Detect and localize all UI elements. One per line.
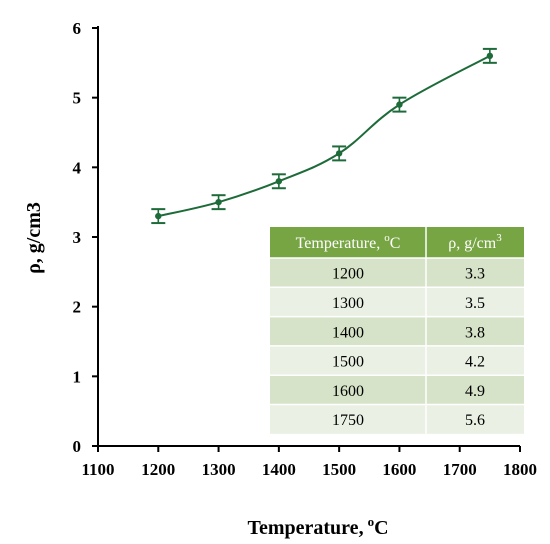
x-tick-label: 1300 [202,460,236,479]
table-header-suffix: C [390,235,401,252]
data-point [215,198,222,206]
y-axis-title: ρ, g/cm3 [23,202,45,274]
table-header-sup: 3 [496,232,502,244]
table-row [270,316,524,346]
x-tick-label: 1800 [503,460,537,479]
y-tick-label: 3 [73,228,82,247]
table-cell: 3.8 [465,324,485,341]
table-row [270,404,524,434]
table-cell: 1200 [332,266,364,283]
y-tick-label: 6 [73,19,82,38]
x-tick-label: 1100 [81,460,114,479]
table-cell: 1400 [332,324,364,341]
table-header-sup: o [384,232,390,244]
x-tick-label: 1200 [141,460,175,479]
table-cell: 1750 [332,412,364,429]
table-header-bg [270,227,524,258]
y-tick-label: 4 [73,158,82,177]
x-axis-title-unit: C [374,517,388,539]
data-point [335,150,343,157]
x-axis-title-sup: o [368,514,375,529]
table-cell: 1500 [332,354,364,371]
axes: 1100 1200 1300 1400 1500 1600 1700 1800 0 1 2 3 4 5 6 [73,19,538,479]
table-cell: 1300 [332,295,364,312]
y-tick-label: 0 [73,437,82,456]
table-row [270,258,524,288]
table-cell: 4.9 [465,383,485,400]
x-tick-label: 1500 [322,460,356,479]
x-axis-title: Temperature, oC [247,514,388,539]
table-row [270,345,524,376]
table-row [270,287,524,317]
table-header-text: ρ, g/cm [448,235,497,252]
table-header-text: Temperature, [296,235,385,252]
table-cell: 3.5 [465,295,485,312]
data-point [396,101,403,108]
x-axis-title-text: Temperature, [247,517,363,539]
table-cell: 3.3 [465,266,485,283]
x-tick-label: 1400 [262,460,296,479]
y-tick-label: 1 [73,367,82,386]
data-point [155,212,162,220]
y-tick-label: 2 [73,298,82,317]
data-point [486,52,494,60]
data-point [275,178,283,185]
x-tick-label: 1600 [382,460,416,479]
x-tick-label: 1700 [443,460,477,479]
table-row [270,375,524,405]
table-cell: 1600 [332,383,364,400]
table-header-cell: ρ, g/cm3 [448,232,502,252]
table-cell: 4.2 [465,354,485,371]
series [151,47,497,225]
series-line [158,54,491,218]
y-tick-label: 5 [73,89,82,108]
table-cell: 5.6 [465,412,485,429]
table-header-cell: Temperature, oC [296,232,401,252]
